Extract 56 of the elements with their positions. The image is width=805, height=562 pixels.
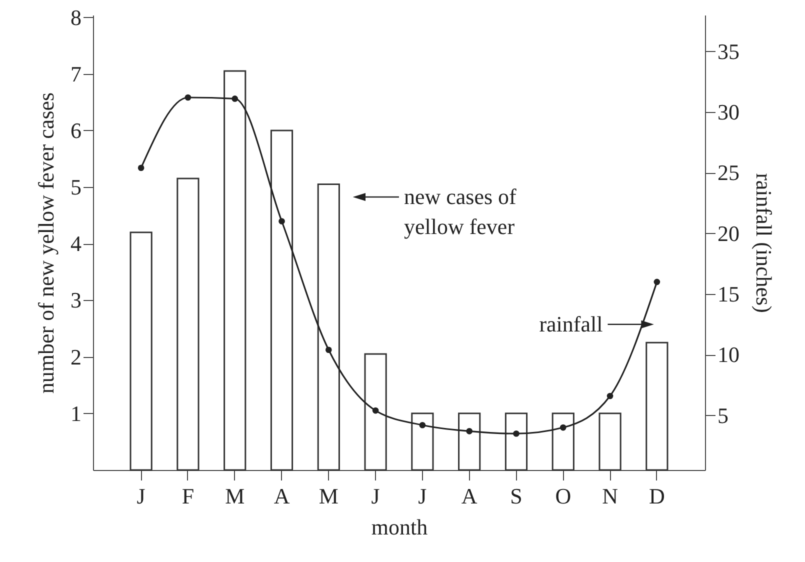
y-tick-label: 8 [70,4,82,30]
x-tick-label: A [461,484,478,508]
point [232,96,238,102]
x-tick-label: S [510,484,522,508]
x-tick-label: O [555,484,572,508]
point [606,392,614,400]
bar [411,412,434,471]
point [138,164,144,172]
annotation: rainfall [539,311,603,336]
point [325,346,332,354]
y2-tick-label: 15 [718,282,740,307]
y2-axis-title: rainfall (inches) [752,173,776,313]
y2-tick-label: 10 [718,342,740,368]
y2-tick-label: 20 [718,220,740,246]
x-tick-label: N [602,484,618,508]
y-tick-label: 2 [70,344,82,370]
point [560,424,566,431]
point [513,430,520,437]
x-tick-label: M [225,484,245,508]
bar [130,232,152,471]
point [184,94,192,101]
y2-tick-label: 30 [718,100,740,125]
x-tick-label: J [371,484,380,508]
bar [176,178,200,471]
y-tick-label: 7 [70,61,82,86]
point [419,422,426,428]
x-tick-label: F [182,484,194,508]
bar [552,412,574,471]
annotation: new cases of yellow fever [404,184,518,239]
x-tick-label: D [648,484,665,508]
bar [598,412,622,471]
y-axis-title: number of new yellow fever cases [34,92,58,394]
y2-tick-label: 35 [718,38,740,64]
bar [646,342,668,471]
y-tick-label: 5 [70,174,82,200]
bar [270,130,294,471]
point [278,218,285,224]
y2-tick-label: 25 [718,160,740,186]
y-tick-label: 1 [70,400,82,426]
y2-tick-label: 5 [718,402,728,428]
point [654,278,660,286]
x-tick-label: J [418,484,428,508]
bar [317,183,340,471]
point [372,407,379,414]
x-tick-label: J [136,484,146,508]
y-tick-label: 6 [70,118,82,143]
bar [224,70,246,471]
point [466,428,473,434]
bar [504,412,528,471]
x-tick-label: M [318,484,338,508]
bar [458,412,481,471]
y-tick-label: 4 [70,231,82,256]
y-tick-label: 3 [70,288,82,313]
x-tick-label: A [274,484,290,508]
x-axis-title: month [371,514,428,540]
bar [364,353,387,471]
